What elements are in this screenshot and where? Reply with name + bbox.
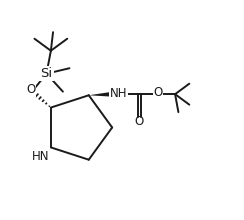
Text: Si: Si xyxy=(41,67,52,80)
Polygon shape xyxy=(89,92,114,97)
Text: O: O xyxy=(153,86,163,99)
Text: NH: NH xyxy=(110,87,127,100)
Text: O: O xyxy=(27,83,36,96)
Text: O: O xyxy=(134,116,143,128)
Text: HN: HN xyxy=(32,150,50,163)
